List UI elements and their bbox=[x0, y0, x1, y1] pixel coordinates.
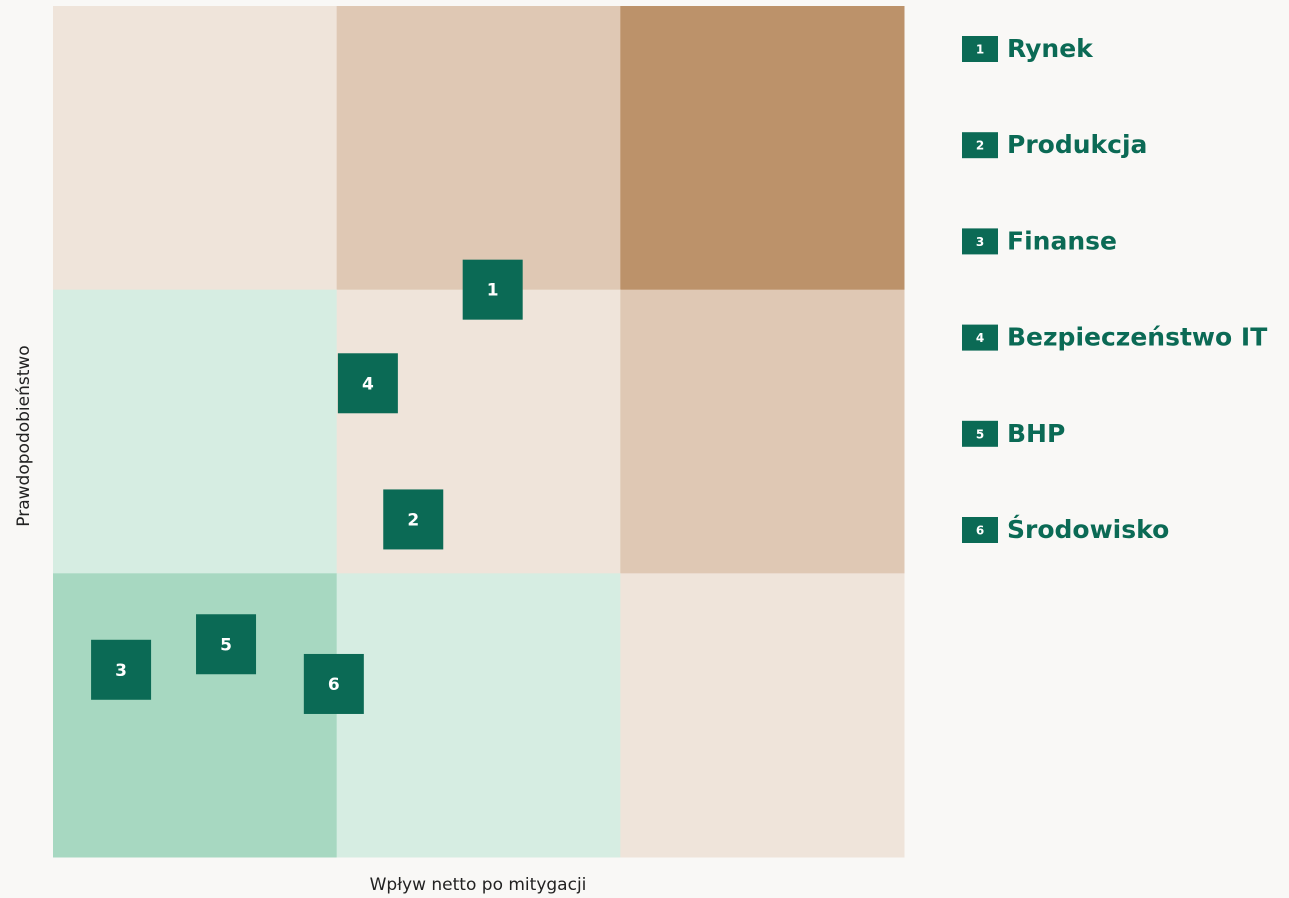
legend-swatch bbox=[962, 36, 998, 62]
legend-number: 4 bbox=[976, 331, 984, 345]
legend-number: 3 bbox=[976, 235, 984, 249]
legend-number: 1 bbox=[976, 43, 984, 57]
legend-number: 6 bbox=[976, 524, 984, 538]
marker-label: 1 bbox=[487, 281, 499, 301]
matrix-cell bbox=[53, 573, 338, 858]
legend-name: BHP bbox=[1007, 419, 1065, 448]
y-axis-label: Prawdopodobieństwo bbox=[14, 345, 34, 526]
matrix-cell bbox=[620, 6, 905, 291]
matrix-cell bbox=[336, 6, 621, 291]
legend-swatch bbox=[962, 420, 998, 447]
risk-marker bbox=[337, 353, 398, 414]
matrix-cell bbox=[336, 289, 621, 574]
matrix-cell bbox=[620, 289, 905, 574]
legend-swatch bbox=[962, 324, 998, 351]
risk-marker bbox=[196, 614, 257, 675]
legend-name: Produkcja bbox=[1007, 130, 1147, 159]
legend-name: Środowisko bbox=[1007, 514, 1169, 544]
legend-swatch bbox=[962, 228, 998, 255]
risk-marker bbox=[383, 489, 444, 550]
legend-number: 2 bbox=[976, 139, 984, 153]
risk-marker bbox=[303, 653, 364, 714]
matrix-cell bbox=[53, 6, 338, 291]
legend-swatch bbox=[962, 132, 998, 159]
marker-label: 3 bbox=[115, 661, 127, 681]
legend-number: 5 bbox=[976, 427, 984, 441]
legend-name: Finanse bbox=[1007, 226, 1117, 255]
legend-name: Rynek bbox=[1007, 34, 1094, 63]
matrix-cell bbox=[336, 573, 621, 858]
x-axis-label: Wpływ netto po mitygacji bbox=[370, 875, 587, 895]
legend-swatch bbox=[962, 517, 998, 543]
matrix-cell bbox=[620, 573, 905, 858]
matrix-cell bbox=[53, 289, 338, 574]
risk-marker bbox=[462, 259, 523, 320]
marker-label: 4 bbox=[362, 374, 374, 394]
legend-name: Bezpieczeństwo IT bbox=[1007, 323, 1267, 352]
marker-label: 6 bbox=[328, 675, 340, 695]
marker-label: 2 bbox=[407, 510, 419, 530]
risk-marker bbox=[91, 639, 152, 700]
marker-label: 5 bbox=[220, 635, 232, 655]
